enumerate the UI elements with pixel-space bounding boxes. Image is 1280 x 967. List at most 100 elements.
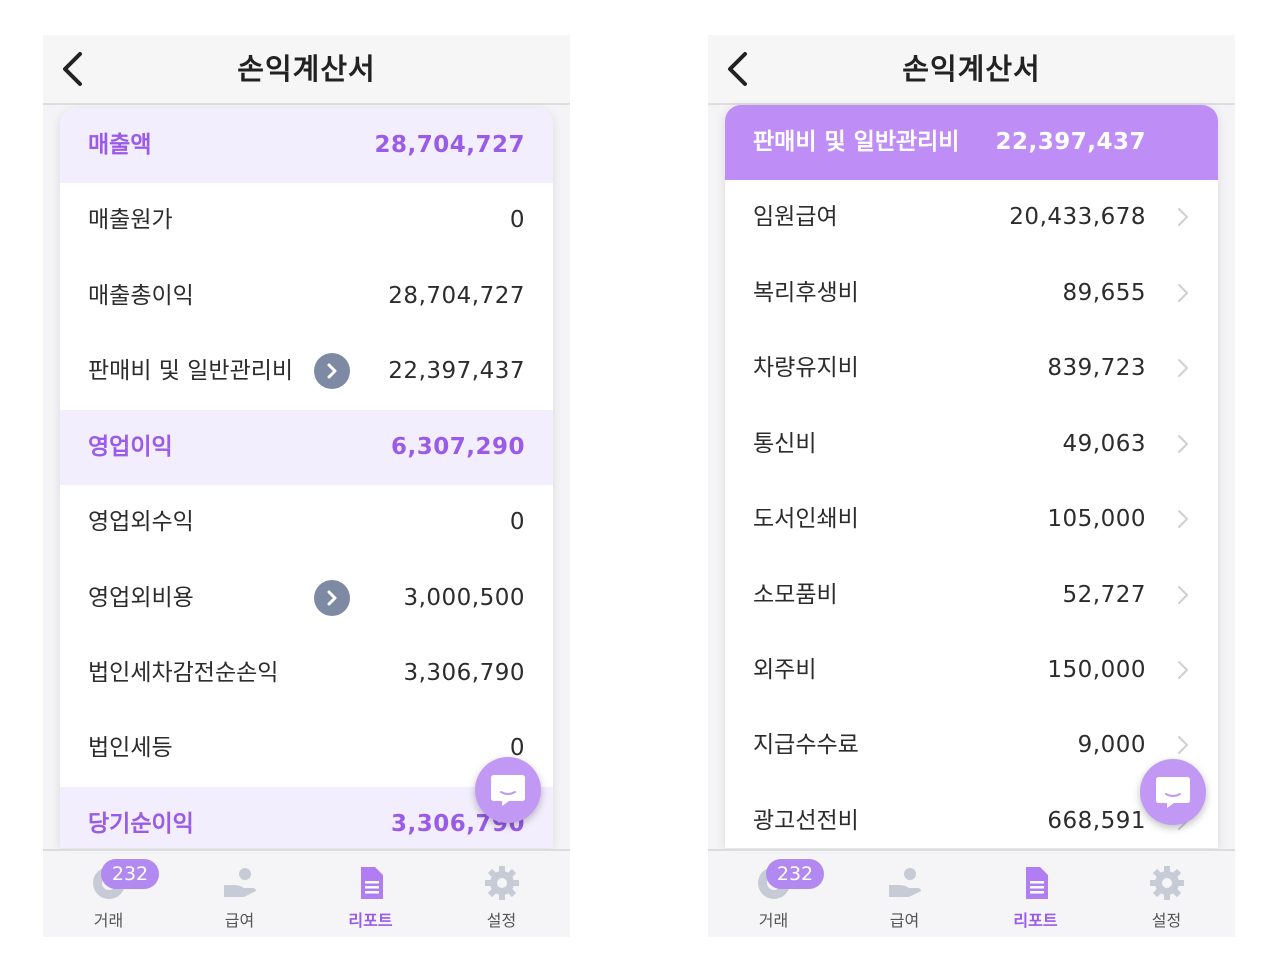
chevron-right-icon bbox=[1178, 586, 1188, 604]
hand-coin-icon bbox=[889, 868, 921, 897]
row-label: 영업외수익 bbox=[88, 509, 194, 535]
tab-transactions[interactable]: 232 거래 bbox=[43, 851, 174, 937]
row-value: 22,397,437 bbox=[388, 358, 525, 384]
row-label: 차량유지비 bbox=[753, 355, 859, 381]
chevron-right-icon bbox=[327, 363, 337, 379]
tab-settings[interactable]: 설정 bbox=[1101, 851, 1232, 937]
list-item[interactable]: 차량유지비 839,723 bbox=[725, 331, 1218, 406]
tab-transactions[interactable]: 232 거래 bbox=[708, 851, 839, 937]
list-item[interactable]: 외주비 150,000 bbox=[725, 633, 1218, 708]
tab-label: 리포트 bbox=[1013, 911, 1058, 930]
page-title: 손익계산서 bbox=[237, 52, 376, 86]
row-label: 법인세등 bbox=[88, 735, 173, 761]
tab-label: 거래 bbox=[758, 911, 789, 930]
tab-payroll[interactable]: 급여 bbox=[174, 851, 305, 937]
row-value: 0 bbox=[509, 207, 525, 233]
row-value: 49,063 bbox=[1062, 431, 1146, 457]
row-pretax-income: 법인세차감전순손익 3,306,790 bbox=[60, 636, 553, 711]
sga-detail-button[interactable] bbox=[314, 353, 350, 389]
chat-button[interactable] bbox=[475, 757, 541, 823]
row-label: 임원급여 bbox=[753, 204, 838, 230]
sga-detail-screen: 손익계산서 판매비 및 일반관리비 22,397,437 임원급여 20,433… bbox=[708, 35, 1235, 937]
row-value: 22,397,437 bbox=[995, 129, 1146, 155]
chat-bubble-icon bbox=[1156, 777, 1190, 808]
page-title: 손익계산서 bbox=[902, 52, 1041, 86]
non-operating-detail-button[interactable] bbox=[314, 580, 350, 616]
row-label: 판매비 및 일반관리비 bbox=[753, 129, 960, 155]
sga-total-row: 판매비 및 일반관리비 22,397,437 bbox=[725, 105, 1218, 180]
document-icon bbox=[1026, 867, 1048, 899]
row-gross-profit: 매출총이익 28,704,727 bbox=[60, 259, 553, 334]
chevron-left-icon bbox=[728, 52, 747, 86]
chevron-right-icon bbox=[1178, 661, 1188, 679]
row-label: 당기순이익 bbox=[88, 811, 194, 837]
row-value: 0 bbox=[509, 509, 525, 535]
tab-settings[interactable]: 설정 bbox=[436, 851, 567, 937]
row-label: 광고선전비 bbox=[753, 808, 859, 834]
tab-report[interactable]: 리포트 bbox=[305, 851, 436, 937]
row-value: 0 bbox=[509, 735, 525, 761]
back-button[interactable] bbox=[51, 47, 95, 91]
chevron-right-icon bbox=[1178, 284, 1188, 302]
row-value: 28,704,727 bbox=[388, 283, 525, 309]
list-item[interactable]: 임원급여 20,433,678 bbox=[725, 180, 1218, 255]
list-item[interactable]: 지급수수료 9,000 bbox=[725, 708, 1218, 783]
row-label: 통신비 bbox=[753, 431, 817, 457]
list-item[interactable]: 광고선전비 668,591 bbox=[725, 784, 1218, 848]
list-item[interactable]: 소모품비 52,727 bbox=[725, 558, 1218, 633]
app-header: 손익계산서 bbox=[43, 35, 570, 105]
row-value: 9,000 bbox=[1077, 732, 1146, 758]
back-button[interactable] bbox=[716, 47, 760, 91]
row-label: 도서인쇄비 bbox=[753, 506, 859, 532]
row-value: 3,306,790 bbox=[403, 660, 525, 686]
app-header: 손익계산서 bbox=[708, 35, 1235, 105]
chevron-left-icon bbox=[63, 52, 82, 86]
transactions-badge: 232 bbox=[101, 859, 159, 889]
row-income-tax: 법인세등 0 bbox=[60, 711, 553, 786]
row-value: 6,307,290 bbox=[391, 434, 525, 460]
row-sga-expenses[interactable]: 판매비 및 일반관리비 22,397,437 bbox=[60, 334, 553, 409]
row-label: 영업외비용 bbox=[88, 585, 194, 611]
chevron-right-icon bbox=[1178, 435, 1188, 453]
bottom-tab-bar: 232 거래 급여 리포트 설정 bbox=[43, 849, 570, 937]
row-value: 105,000 bbox=[1047, 506, 1146, 532]
row-label: 법인세차감전순손익 bbox=[88, 660, 279, 686]
row-label: 복리후생비 bbox=[753, 280, 859, 306]
chat-button[interactable] bbox=[1140, 759, 1206, 825]
row-revenue: 매출액 28,704,727 bbox=[60, 108, 553, 183]
row-value: 52,727 bbox=[1062, 582, 1146, 608]
chevron-right-icon bbox=[1178, 208, 1188, 226]
chevron-right-icon bbox=[327, 590, 337, 606]
row-label: 매출총이익 bbox=[88, 283, 194, 309]
gear-icon bbox=[1150, 866, 1184, 900]
list-item[interactable]: 통신비 49,063 bbox=[725, 407, 1218, 482]
chevron-right-icon bbox=[1178, 510, 1188, 528]
row-cost-of-sales: 매출원가 0 bbox=[60, 183, 553, 258]
row-non-operating-expenses[interactable]: 영업외비용 3,000,500 bbox=[60, 561, 553, 636]
row-operating-income: 영업이익 6,307,290 bbox=[60, 410, 553, 485]
chevron-right-icon bbox=[1178, 359, 1188, 377]
chat-bubble-icon bbox=[491, 775, 525, 806]
list-item[interactable]: 복리후생비 89,655 bbox=[725, 256, 1218, 331]
row-label: 매출액 bbox=[88, 132, 152, 158]
tab-payroll[interactable]: 급여 bbox=[839, 851, 970, 937]
row-value: 668,591 bbox=[1047, 808, 1146, 834]
row-label: 소모품비 bbox=[753, 582, 838, 608]
tab-label: 리포트 bbox=[348, 911, 393, 930]
row-non-operating-income: 영업외수익 0 bbox=[60, 485, 553, 560]
tab-label: 급여 bbox=[889, 911, 920, 930]
list-item[interactable]: 도서인쇄비 105,000 bbox=[725, 482, 1218, 557]
tab-label: 급여 bbox=[224, 911, 255, 930]
row-label: 판매비 및 일반관리비 bbox=[88, 358, 294, 384]
row-value: 89,655 bbox=[1062, 280, 1146, 306]
hand-coin-icon bbox=[224, 868, 256, 897]
sga-card: 판매비 및 일반관리비 22,397,437 임원급여 20,433,678 복… bbox=[725, 105, 1218, 848]
row-label: 매출원가 bbox=[88, 207, 173, 233]
tab-label: 설정 bbox=[486, 911, 517, 930]
bottom-tab-bar: 232 거래 급여 리포트 설정 bbox=[708, 849, 1235, 937]
tab-report[interactable]: 리포트 bbox=[970, 851, 1101, 937]
statement-card: 매출액 28,704,727 매출원가 0 매출총이익 28,704,727 판… bbox=[60, 108, 553, 848]
row-value: 150,000 bbox=[1047, 657, 1146, 683]
row-value: 839,723 bbox=[1047, 355, 1146, 381]
document-icon bbox=[361, 867, 383, 899]
